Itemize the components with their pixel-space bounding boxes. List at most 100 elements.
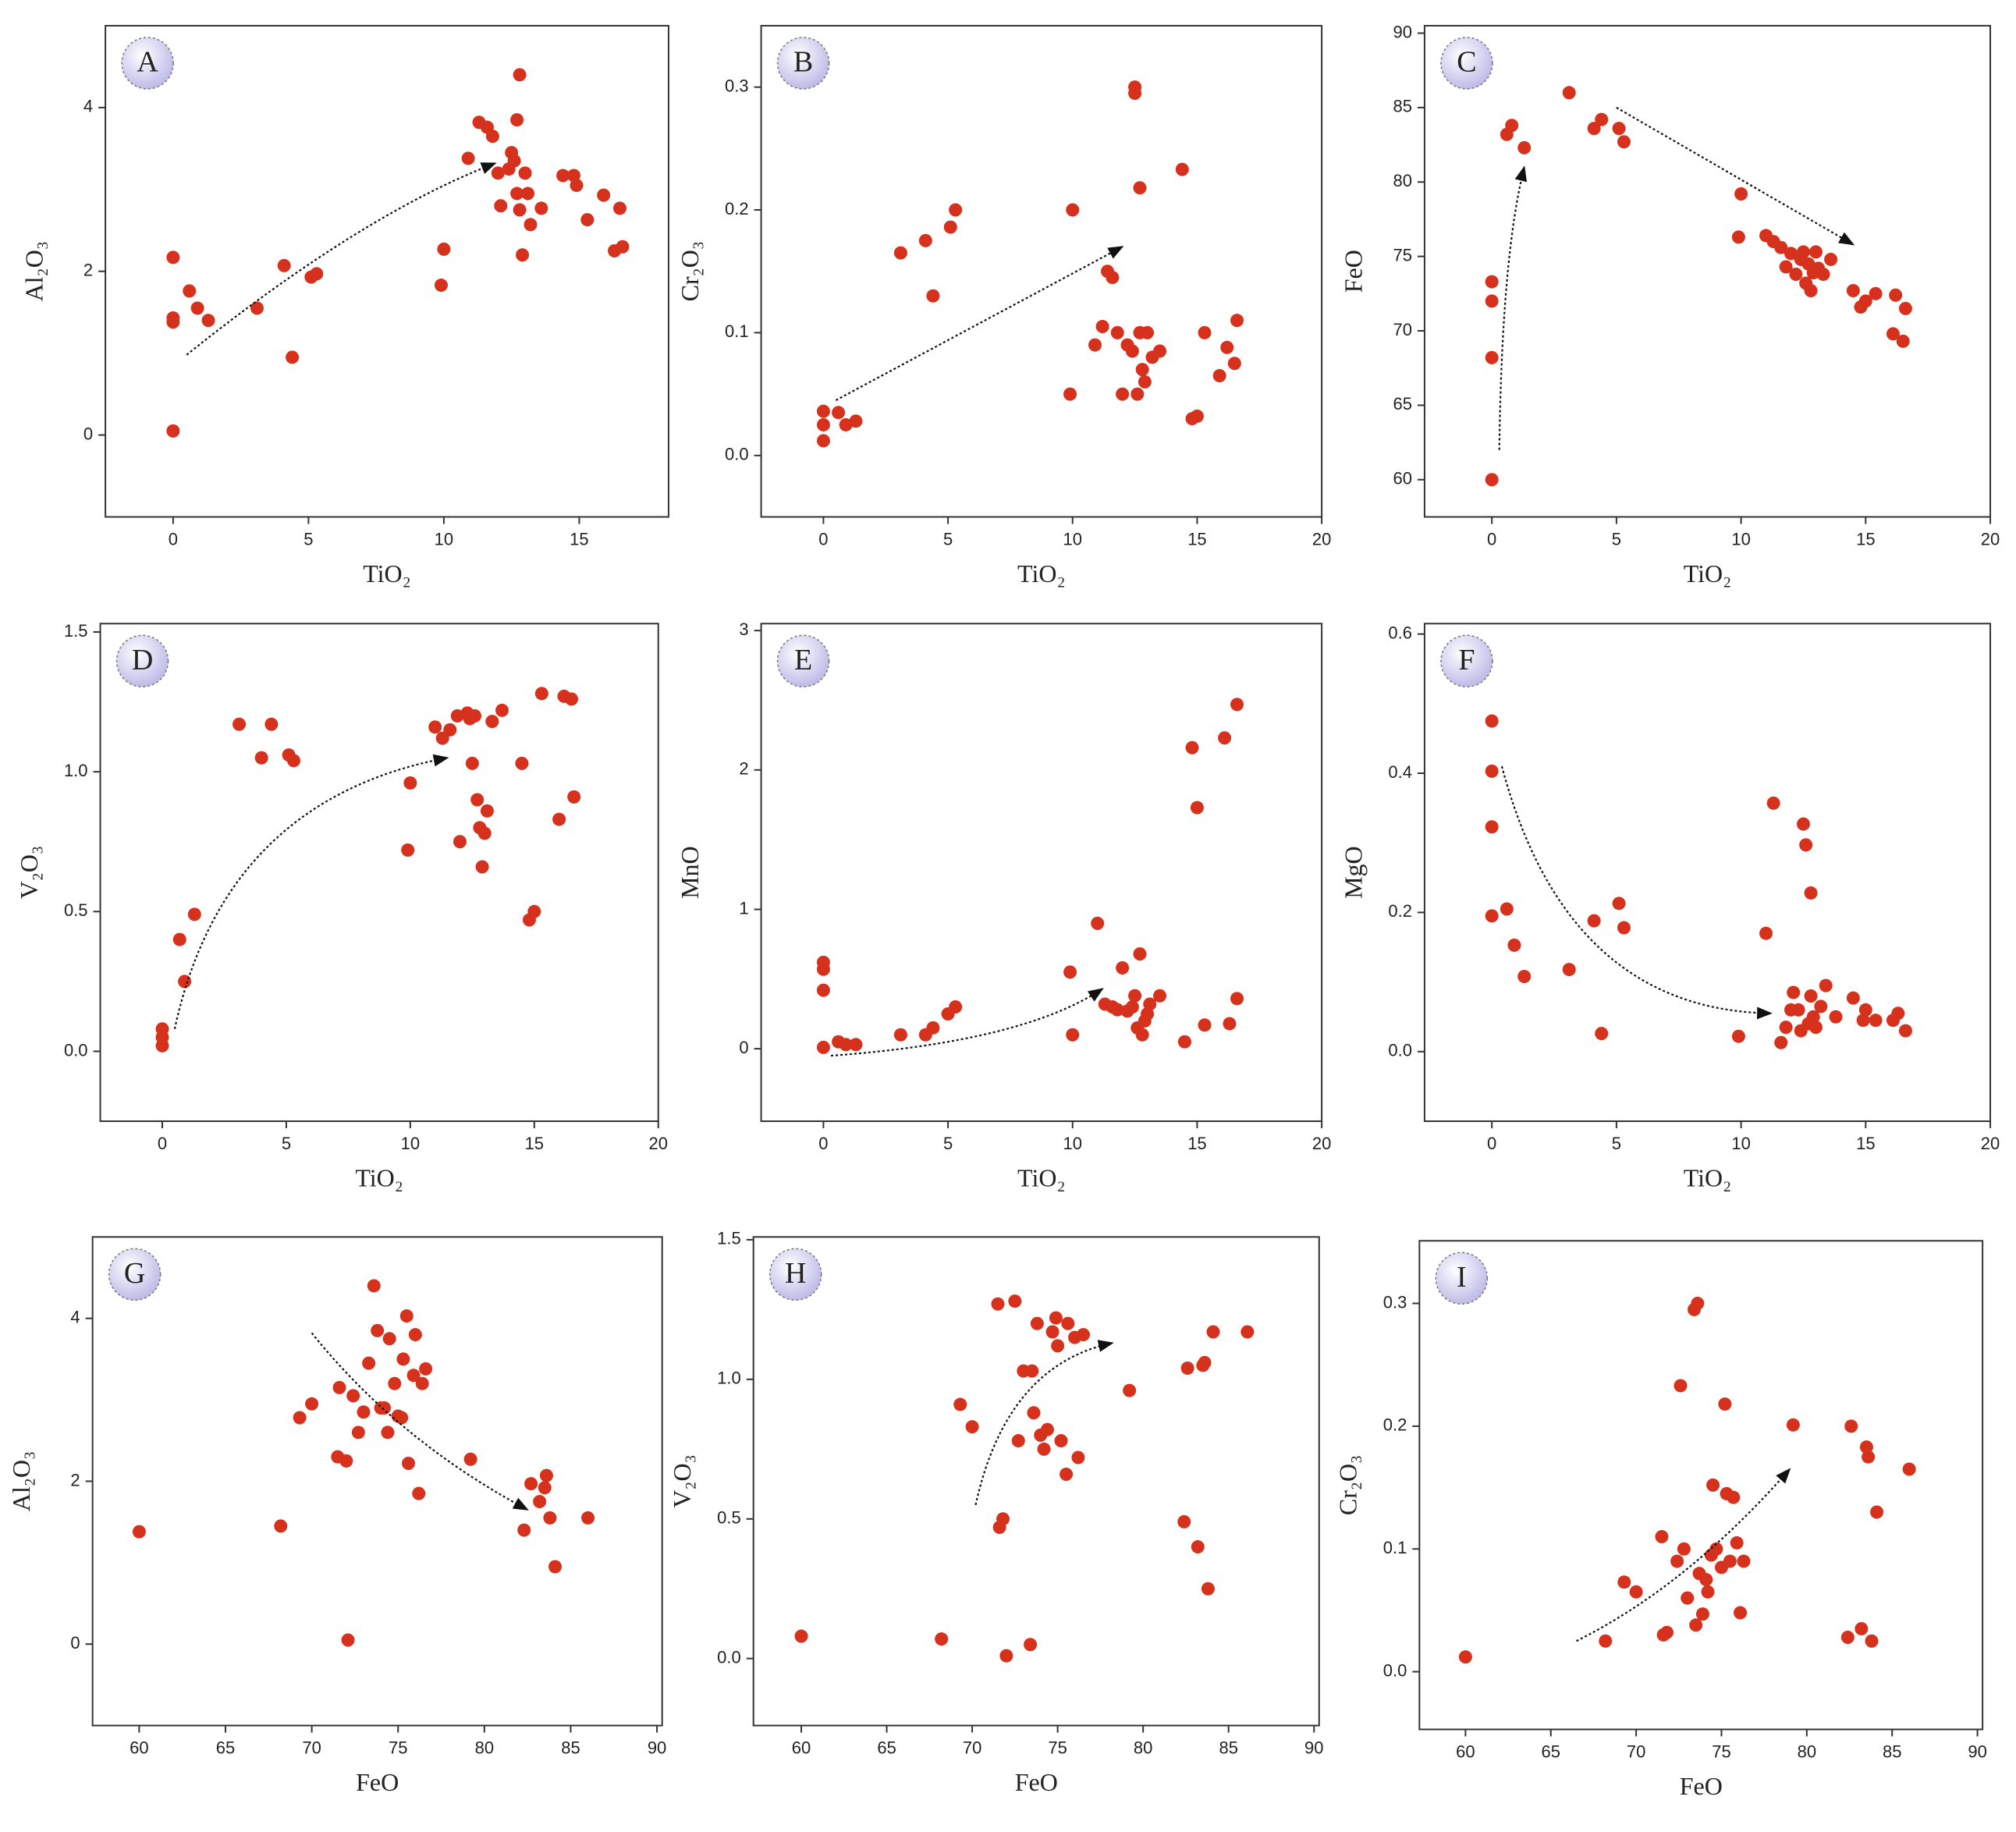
data-point <box>999 1649 1013 1663</box>
x-tick-label: 5 <box>1612 1134 1621 1153</box>
data-point <box>1485 350 1499 364</box>
x-tick-label: 85 <box>561 1738 580 1757</box>
data-point <box>1191 1540 1205 1554</box>
data-point <box>926 289 940 303</box>
data-point <box>1840 1630 1855 1644</box>
data-point <box>1808 245 1823 259</box>
data-point <box>1865 1634 1879 1648</box>
x-tick-label: 15 <box>1187 529 1206 549</box>
data-point <box>277 258 291 272</box>
y-axis-label: Al₂O₃ <box>20 241 48 301</box>
data-point <box>378 1401 392 1415</box>
panel: 60 65 70 75 80 85 90 0.0 0.5 1.0 1.5 FeO V₂O₃ H <box>668 1229 1323 1796</box>
data-point <box>1856 1014 1870 1028</box>
x-axis-label: TiO₂ <box>1017 1163 1066 1191</box>
x-tick-label: 15 <box>1187 1134 1206 1153</box>
y-tick-label: 0.2 <box>1383 1415 1407 1435</box>
data-point <box>1804 284 1818 298</box>
x-tick-label: 0 <box>169 529 178 549</box>
data-point <box>351 1425 365 1440</box>
data-point <box>1819 978 1833 992</box>
panel-label: H <box>785 1257 806 1290</box>
plot-frame <box>760 24 1323 518</box>
x-tick-label: 0 <box>1487 1134 1496 1153</box>
data-point <box>1135 1028 1149 1042</box>
data-point <box>1177 1035 1191 1049</box>
data-point <box>1185 740 1199 754</box>
data-point <box>1037 1442 1051 1456</box>
data-point <box>816 404 830 418</box>
data-point <box>949 1000 963 1014</box>
data-point <box>1670 1554 1684 1568</box>
x-tick-label: 60 <box>1456 1741 1475 1761</box>
x-tick-label: 65 <box>216 1738 235 1757</box>
data-point <box>1889 288 1903 302</box>
data-point <box>1824 252 1838 266</box>
data-point <box>935 1632 949 1646</box>
data-point <box>1629 1585 1643 1599</box>
plot-frame <box>1423 623 1992 1123</box>
data-point <box>1138 375 1152 389</box>
y-tick-label: 60 <box>1393 469 1411 488</box>
data-point <box>1699 1573 1713 1587</box>
data-point <box>794 1629 808 1643</box>
data-point <box>1190 801 1204 815</box>
data-point <box>1024 1638 1038 1652</box>
data-point <box>286 754 300 768</box>
x-tick-label: 15 <box>1856 1134 1875 1153</box>
data-point <box>534 687 548 701</box>
x-tick-label: 10 <box>1731 1134 1750 1153</box>
panel-label: D <box>132 644 153 676</box>
panel-label: B <box>793 46 813 79</box>
data-point <box>1587 914 1601 928</box>
data-point <box>616 240 630 254</box>
x-tick-label: 90 <box>648 1738 666 1757</box>
data-point <box>849 414 863 428</box>
x-tick-label: 75 <box>1712 1741 1730 1761</box>
trend-arrow <box>974 1340 1114 1506</box>
data-point <box>1045 1325 1059 1339</box>
plot-frame <box>1418 1240 1984 1731</box>
data-point <box>1779 1021 1793 1035</box>
y-tick-label: 2 <box>739 759 748 779</box>
data-point <box>1759 926 1773 940</box>
y-tick-label: 0.0 <box>1383 1660 1407 1680</box>
plot-frame <box>99 623 659 1123</box>
data-point <box>564 692 578 706</box>
data-point <box>1063 965 1077 979</box>
data-point <box>201 314 215 328</box>
data-point <box>1706 1478 1720 1492</box>
data-point <box>1681 1591 1695 1605</box>
data-point <box>264 717 279 731</box>
data-point <box>475 860 489 874</box>
y-tick-label: 4 <box>83 97 93 116</box>
data-point <box>507 154 521 168</box>
data-point <box>1655 1529 1669 1543</box>
data-point <box>1789 268 1803 282</box>
data-point <box>341 1633 355 1647</box>
data-point <box>1051 1339 1065 1353</box>
data-point <box>1230 698 1244 712</box>
data-point <box>1846 284 1860 298</box>
data-point <box>1734 187 1748 201</box>
data-point <box>494 199 508 213</box>
panel-badge <box>115 634 169 688</box>
data-point <box>1500 902 1514 916</box>
panel: 0 5 10 15 20 0.0 0.5 1.0 1.5 TiO₂ V₂O₃ D <box>15 621 668 1192</box>
data-point <box>187 907 201 921</box>
panel: 0 5 10 15 0 2 4 TiO₂ Al₂O₃ A <box>20 24 669 588</box>
data-point <box>461 151 475 165</box>
data-point <box>1779 260 1793 274</box>
data-point <box>918 233 932 247</box>
y-tick-label: 0.5 <box>64 900 88 920</box>
plot-frame <box>760 623 1323 1123</box>
data-point <box>1091 916 1105 930</box>
data-point <box>1898 301 1912 315</box>
data-point <box>1617 1575 1631 1589</box>
data-point <box>1011 1434 1025 1448</box>
data-point <box>1806 1010 1820 1024</box>
y-tick-label: 0 <box>83 424 93 443</box>
data-point <box>513 68 527 82</box>
data-point <box>524 1477 538 1491</box>
